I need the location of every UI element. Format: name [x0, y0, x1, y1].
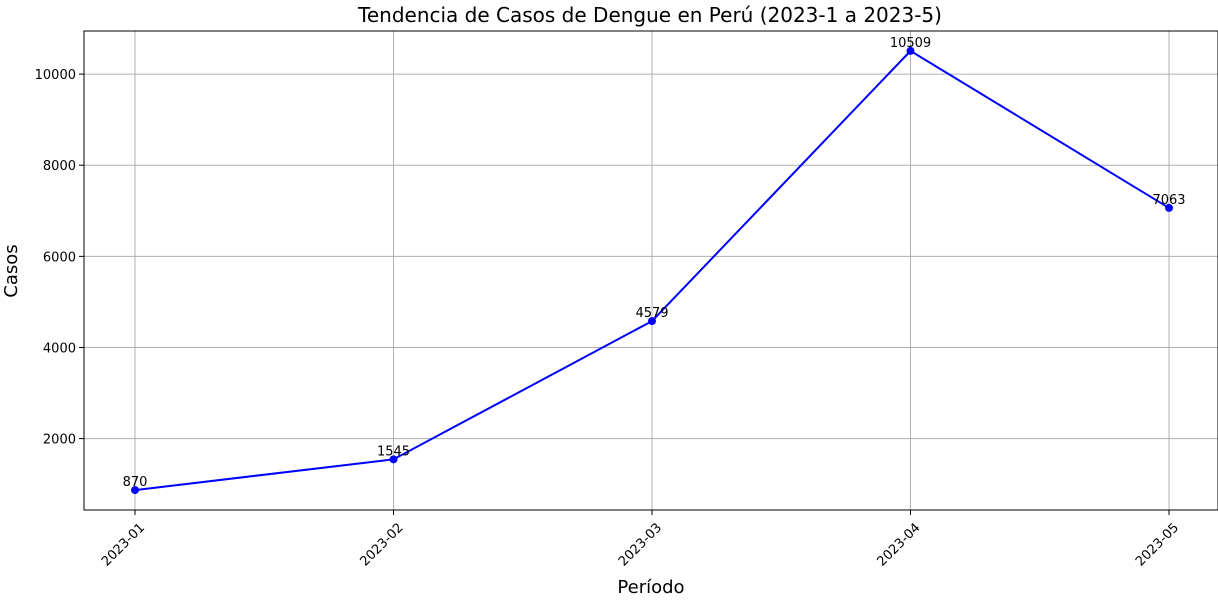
chart-title: Tendencia de Casos de Dengue en Perú (20…	[357, 3, 942, 27]
x-tick-label: 2023-02	[358, 520, 407, 569]
data-point	[1165, 203, 1173, 212]
data-label: 7063	[1152, 193, 1185, 208]
y-tick-label: 8000	[43, 159, 76, 174]
plot-frame	[83, 30, 1218, 511]
data-label: 1545	[377, 444, 410, 459]
x-tick-label: 2023-05	[1133, 520, 1182, 569]
x-tick-label: 2023-01	[99, 520, 148, 569]
data-label: 4579	[635, 306, 668, 321]
y-tick-label: 10000	[35, 68, 76, 83]
data-label: 870	[123, 475, 148, 490]
x-tick-label: 2023-04	[875, 520, 924, 569]
grid	[84, 31, 1218, 510]
data-labels: 870 1545 4579 10509 7063	[123, 36, 1186, 490]
y-tick-label: 4000	[43, 341, 76, 356]
series	[131, 46, 1173, 495]
y-tick-label: 2000	[43, 433, 76, 448]
data-point	[648, 317, 656, 326]
x-axis-label: Período	[617, 577, 684, 598]
y-tick-label: 6000	[43, 250, 76, 265]
y-axis-label: Casos	[1, 244, 22, 297]
axis-ticks: 2023-01 2023-02 2023-03 2023-04 2023-05 2000 4…	[35, 68, 1182, 569]
x-tick-label: 2023-03	[616, 520, 665, 569]
data-point	[131, 486, 139, 495]
data-point	[906, 46, 915, 55]
data-label: 10509	[890, 36, 931, 51]
data-point	[389, 455, 398, 464]
